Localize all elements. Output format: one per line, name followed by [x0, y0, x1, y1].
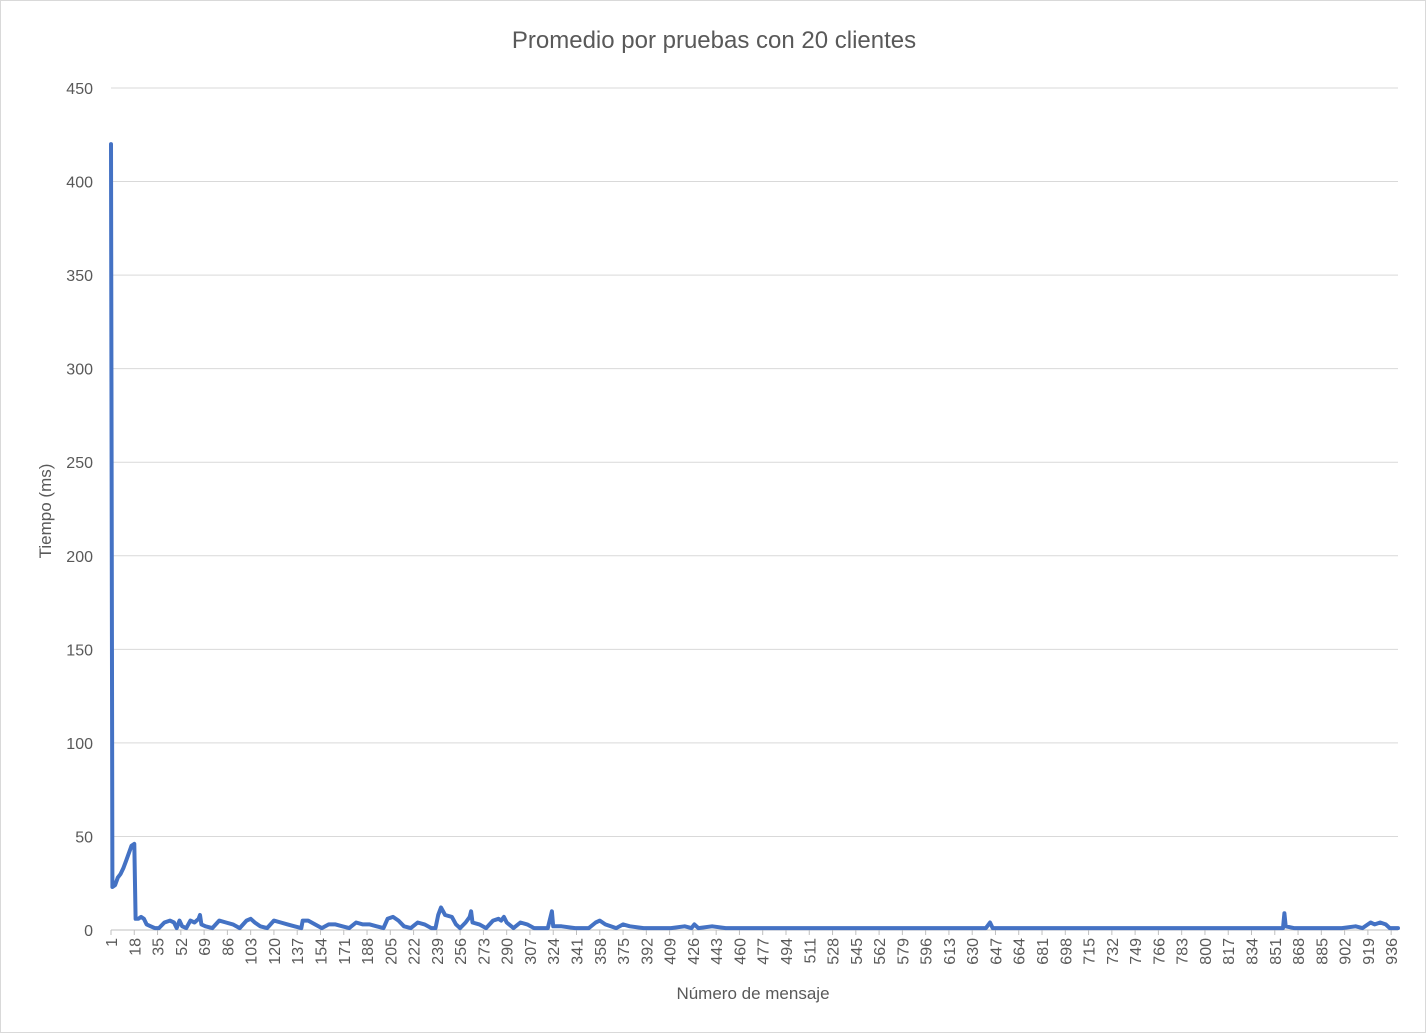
- y-tick-label: 0: [84, 923, 93, 940]
- x-axis-ticks: 1 18 35 52 69 86 103 120 137 154 171 188 205 222 239 25…: [104, 930, 1401, 965]
- x-tick-label: 630: [965, 938, 982, 965]
- x-tick-label: 103: [244, 938, 261, 965]
- x-tick-label: 868: [1291, 938, 1308, 965]
- x-tick-label: 35: [151, 938, 168, 956]
- y-tick-label: 300: [66, 362, 93, 379]
- x-tick-label: 171: [337, 938, 354, 965]
- x-tick-label: 766: [1151, 938, 1168, 965]
- x-tick-label: 239: [430, 938, 447, 965]
- x-tick-label: 426: [686, 938, 703, 965]
- x-tick-label: 494: [779, 938, 796, 965]
- x-tick-label: 392: [639, 938, 656, 965]
- y-tick-label: 150: [66, 642, 93, 659]
- x-tick-label: 1: [104, 938, 121, 947]
- x-tick-label: 222: [407, 938, 424, 965]
- x-tick-label: 851: [1268, 938, 1285, 965]
- y-tick-label: 450: [66, 81, 93, 98]
- x-tick-label: 613: [942, 938, 959, 965]
- x-tick-label: 545: [849, 938, 866, 965]
- x-tick-label: 18: [127, 938, 144, 956]
- x-tick-label: 86: [220, 938, 237, 956]
- x-tick-label: 324: [546, 938, 563, 965]
- x-tick-label: 800: [1198, 938, 1215, 965]
- y-tick-label: 250: [66, 455, 93, 472]
- x-tick-label: 885: [1314, 938, 1331, 965]
- x-tick-label: 188: [360, 938, 377, 965]
- x-tick-label: 647: [988, 938, 1005, 965]
- x-tick-label: 375: [616, 938, 633, 965]
- x-tick-label: 120: [267, 938, 284, 965]
- x-tick-label: 52: [174, 938, 191, 956]
- x-tick-label: 205: [383, 938, 400, 965]
- x-tick-label: 69: [197, 938, 214, 956]
- x-tick-label: 528: [826, 938, 843, 965]
- y-axis-ticks: 0 50 100 150 200 250 300 350 400 450: [66, 81, 93, 940]
- x-tick-label: 443: [709, 938, 726, 965]
- x-tick-label: 154: [313, 938, 330, 965]
- x-axis-label: Número de mensaje: [676, 984, 829, 1003]
- chart-title: Promedio por pruebas con 20 clientes: [511, 27, 917, 54]
- x-tick-label: 596: [919, 938, 936, 965]
- y-tick-label: 350: [66, 268, 93, 285]
- y-tick-label: 100: [66, 736, 93, 753]
- x-tick-label: 137: [290, 938, 307, 965]
- y-tick-label: 50: [75, 829, 93, 846]
- x-tick-label: 256: [453, 938, 470, 965]
- gridlines: [111, 87, 1398, 931]
- x-tick-label: 460: [732, 938, 749, 965]
- x-tick-label: 902: [1338, 938, 1355, 965]
- x-tick-label: 290: [500, 938, 517, 965]
- x-tick-label: 732: [1105, 938, 1122, 965]
- x-tick-label: 511: [802, 938, 819, 964]
- x-tick-label: 273: [476, 938, 493, 965]
- x-tick-label: 936: [1384, 938, 1401, 965]
- x-tick-label: 477: [756, 938, 773, 965]
- x-tick-label: 817: [1221, 938, 1238, 965]
- y-tick-label: 200: [66, 549, 93, 566]
- x-tick-label: 562: [872, 938, 889, 965]
- series-line: [109, 142, 1400, 931]
- x-tick-label: 307: [523, 938, 540, 965]
- y-tick-label: 400: [66, 175, 93, 192]
- x-tick-label: 664: [1012, 938, 1029, 965]
- x-tick-label: 341: [570, 938, 587, 965]
- x-tick-label: 579: [895, 938, 912, 965]
- x-tick-label: 783: [1175, 938, 1192, 965]
- x-tick-label: 749: [1128, 938, 1145, 965]
- series-group: [109, 142, 1400, 931]
- x-tick-label: 834: [1245, 938, 1262, 965]
- x-tick-label: 919: [1361, 938, 1378, 965]
- x-tick-label: 715: [1082, 938, 1099, 965]
- x-tick-label: 681: [1035, 938, 1052, 965]
- x-tick-label: 698: [1058, 938, 1075, 965]
- x-tick-label: 358: [593, 938, 610, 965]
- y-axis-label: Tiempo (ms): [36, 464, 55, 559]
- x-tick-label: 409: [663, 938, 680, 965]
